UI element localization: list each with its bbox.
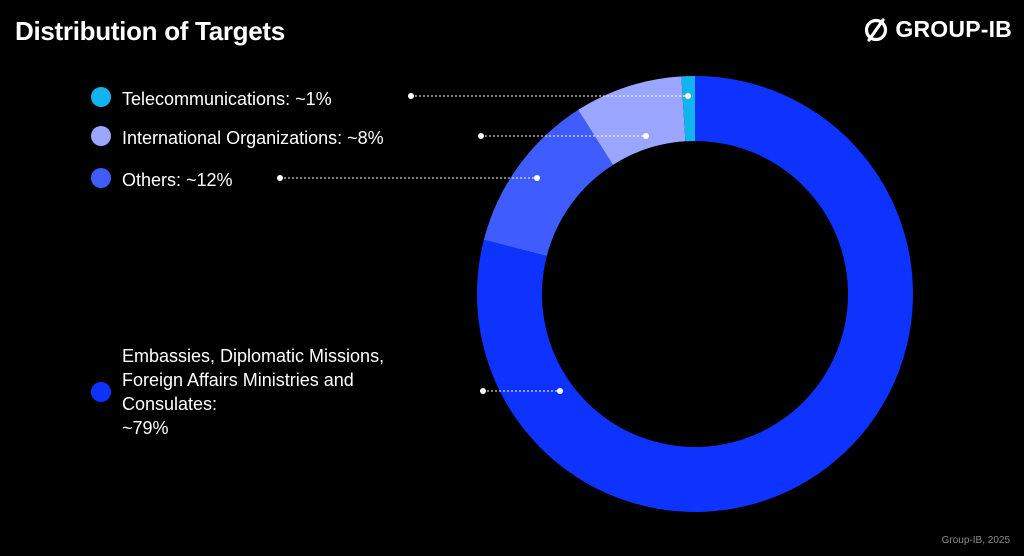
logo-icon: [865, 17, 888, 42]
legend-label: Telecommunications: ~1%: [122, 89, 332, 109]
legend-label: Embassies, Diplomatic Missions, Foreign …: [122, 346, 385, 438]
legend-swatch: [91, 168, 111, 188]
legend-item-telecommunications: Telecommunications: ~1%: [91, 87, 332, 111]
legend-swatch: [91, 87, 111, 107]
chart-title: Distribution of Targets: [15, 16, 285, 46]
leader-line-international-organizations: [478, 133, 649, 139]
group-ib-logo: GROUP-IB: [863, 16, 1012, 43]
logo-text: GROUP-IB: [895, 16, 1012, 42]
legend-item-embassies: Embassies, Diplomatic Missions, Foreign …: [91, 344, 384, 440]
legend-swatch: [91, 126, 111, 146]
legend-label: International Organizations: ~8%: [122, 128, 384, 148]
leader-line-telecommunications: [408, 93, 691, 99]
legend-label: Others: ~12%: [122, 170, 233, 190]
slice-international-organizations: [578, 76, 686, 165]
leader-line-embassies: [480, 388, 563, 394]
legend-item-others: Others: ~12%: [91, 168, 233, 192]
legend-item-international-organizations: International Organizations: ~8%: [91, 126, 384, 150]
slice-others: [483, 109, 614, 256]
footer-credit: Group-IB, 2025: [941, 535, 1010, 546]
leader-line-others: [277, 175, 540, 181]
slice-telecommunications: [681, 76, 695, 142]
legend-swatch: [91, 382, 111, 402]
slice-embassies: [476, 76, 914, 512]
